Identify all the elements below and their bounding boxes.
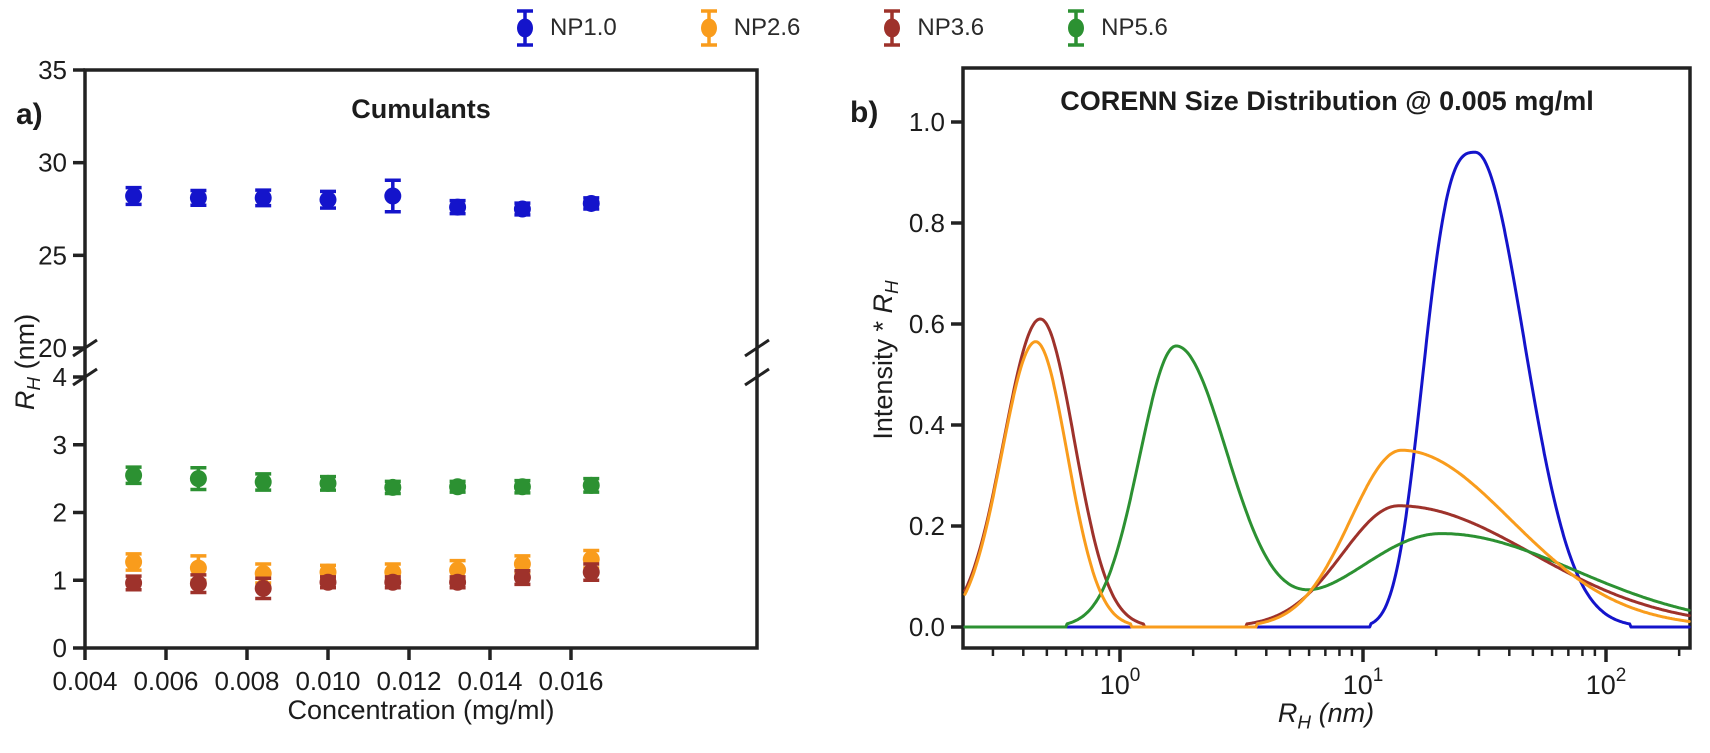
data-point-NP3.6 xyxy=(189,573,207,595)
y-tick-label: 35 xyxy=(38,55,67,85)
panel-a-letter: a) xyxy=(16,98,43,131)
panel-b-x-axis-label: RH (nm) xyxy=(1277,698,1375,734)
errorbar-marker-icon xyxy=(700,9,717,47)
data-point-NP1.0 xyxy=(582,194,600,212)
data-point-NP5.6 xyxy=(319,474,337,492)
data-point-NP5.6 xyxy=(189,466,207,492)
legend-item-NP5.6: NP5.6 xyxy=(1063,6,1168,50)
x-tick-label: 0.014 xyxy=(457,666,522,696)
data-point-NP5.6 xyxy=(513,478,531,496)
panel-a-y-axis-label: RH (nm) xyxy=(9,313,46,411)
x-tick-label: 0.016 xyxy=(538,666,603,696)
x-tick-label: 0.010 xyxy=(295,666,360,696)
data-point-NP5.6 xyxy=(125,465,143,486)
x-tick-label: 0.004 xyxy=(52,666,117,696)
data-point-NP3.6 xyxy=(319,573,337,591)
x-tick-label: 0.008 xyxy=(214,666,279,696)
y-tick-label: 0.6 xyxy=(909,309,945,339)
x-tick-label: 0.006 xyxy=(133,666,198,696)
x-tick-label: 101 xyxy=(1343,665,1384,700)
x-tick-label: 100 xyxy=(1100,665,1141,700)
legend-item-NP1.0: NP1.0 xyxy=(512,6,617,50)
legend-item-NP3.6: NP3.6 xyxy=(879,6,984,50)
data-point-NP1.0 xyxy=(189,188,207,208)
data-point-NP3.6 xyxy=(125,574,143,592)
series-NP1.0 xyxy=(125,178,600,218)
data-point-NP2.6 xyxy=(125,552,143,572)
y-tick-label: 25 xyxy=(38,240,67,270)
legend-label: NP1.0 xyxy=(550,14,617,41)
curve-NP5.6 xyxy=(963,344,1691,629)
data-point-NP1.0 xyxy=(384,178,402,214)
errorbar-marker-icon xyxy=(884,9,901,47)
data-point-NP1.0 xyxy=(125,185,143,207)
curve-NP2.6 xyxy=(963,340,1691,629)
data-point-NP3.6 xyxy=(449,573,467,591)
curve-NP1.0 xyxy=(963,150,1691,629)
axis-break-mark xyxy=(72,367,98,387)
data-point-NP5.6 xyxy=(582,476,600,494)
panel-a-axes: 0.004 0.006 0.008 0.010 0.012 0.014 0.01620253… xyxy=(38,55,770,696)
series-NP3.6 xyxy=(125,562,600,601)
panel-b-y-axis-label: Intensity * RH xyxy=(867,280,904,440)
legend-item-NP2.6: NP2.6 xyxy=(696,6,801,50)
data-point-NP3.6 xyxy=(384,573,402,591)
axis-break-mark xyxy=(72,338,98,358)
y-tick-label: 3 xyxy=(53,430,67,460)
legend-label: NP2.6 xyxy=(733,14,801,41)
errorbar-marker-icon xyxy=(517,9,533,47)
y-tick-label: 0.8 xyxy=(909,208,945,238)
y-tick-label: 0 xyxy=(53,633,67,663)
y-tick-label: 1 xyxy=(53,565,67,595)
y-tick-label: 0.2 xyxy=(909,511,945,541)
data-point-NP5.6 xyxy=(254,472,272,492)
y-tick-label: 30 xyxy=(38,148,67,178)
data-point-NP1.0 xyxy=(513,200,531,218)
legend: NP1.0 NP2.6 NP3.6 NP5.6 xyxy=(512,6,1168,50)
axis-break-mark xyxy=(744,338,770,358)
data-point-NP5.6 xyxy=(384,478,402,496)
y-tick-label: 2 xyxy=(53,498,67,528)
panel-a-x-axis-label: Concentration (mg/ml) xyxy=(287,695,555,725)
y-tick-label: 0.4 xyxy=(909,410,945,440)
data-point-NP1.0 xyxy=(254,188,272,208)
axis-break-mark xyxy=(744,367,770,387)
y-tick-label: 20 xyxy=(38,333,67,363)
panel-b-axes: 0.0 0.2 0.4 0.6 0.8 1.0 100 101 102 xyxy=(909,66,1692,700)
panel-a-title: Cumulants xyxy=(351,94,491,124)
errorbar-marker-icon xyxy=(1068,9,1085,47)
panel-b-letter: b) xyxy=(850,96,879,129)
series-NP5.6 xyxy=(125,465,600,496)
y-tick-label: 0.0 xyxy=(909,612,945,642)
data-point-NP1.0 xyxy=(319,189,337,210)
legend-label: NP3.6 xyxy=(917,14,985,41)
data-point-NP5.6 xyxy=(449,478,467,496)
data-point-NP3.6 xyxy=(254,576,272,601)
data-point-NP1.0 xyxy=(449,198,467,216)
y-tick-label: 4 xyxy=(53,362,67,392)
x-tick-label: 0.012 xyxy=(376,666,441,696)
y-tick-label: 1.0 xyxy=(909,107,945,137)
data-point-NP3.6 xyxy=(513,569,531,587)
x-tick-label: 102 xyxy=(1586,665,1627,700)
panel-b-title: CORENN Size Distribution @ 0.005 mg/ml xyxy=(1060,86,1594,116)
legend-label: NP5.6 xyxy=(1101,14,1168,41)
data-point-NP3.6 xyxy=(582,562,600,582)
